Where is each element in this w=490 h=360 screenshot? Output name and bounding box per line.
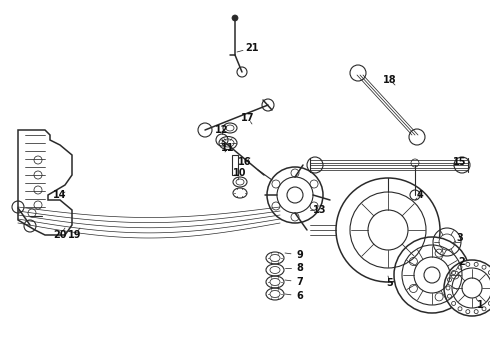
Text: 2: 2 xyxy=(459,257,466,267)
Text: 14: 14 xyxy=(53,190,67,200)
Text: 20: 20 xyxy=(53,230,67,240)
Text: 11: 11 xyxy=(221,143,235,153)
Polygon shape xyxy=(232,155,238,175)
Text: 9: 9 xyxy=(296,250,303,260)
Polygon shape xyxy=(18,130,72,235)
Text: 17: 17 xyxy=(241,113,255,123)
Text: 3: 3 xyxy=(457,233,464,243)
Text: 6: 6 xyxy=(296,291,303,301)
Text: 13: 13 xyxy=(313,205,327,215)
Text: 7: 7 xyxy=(296,277,303,287)
Text: 8: 8 xyxy=(296,263,303,273)
Text: 19: 19 xyxy=(68,230,82,240)
Text: 1: 1 xyxy=(477,300,483,310)
Text: 5: 5 xyxy=(387,278,393,288)
Circle shape xyxy=(277,177,313,213)
Text: 21: 21 xyxy=(245,43,259,53)
Circle shape xyxy=(267,167,323,223)
Text: 16: 16 xyxy=(238,157,252,167)
Circle shape xyxy=(336,178,440,282)
Text: 10: 10 xyxy=(233,168,247,178)
Text: 4: 4 xyxy=(416,190,423,200)
Circle shape xyxy=(444,260,490,316)
Text: 12: 12 xyxy=(215,125,229,135)
Circle shape xyxy=(232,15,238,21)
Text: 18: 18 xyxy=(383,75,397,85)
Text: 15: 15 xyxy=(453,157,467,167)
Circle shape xyxy=(394,237,470,313)
